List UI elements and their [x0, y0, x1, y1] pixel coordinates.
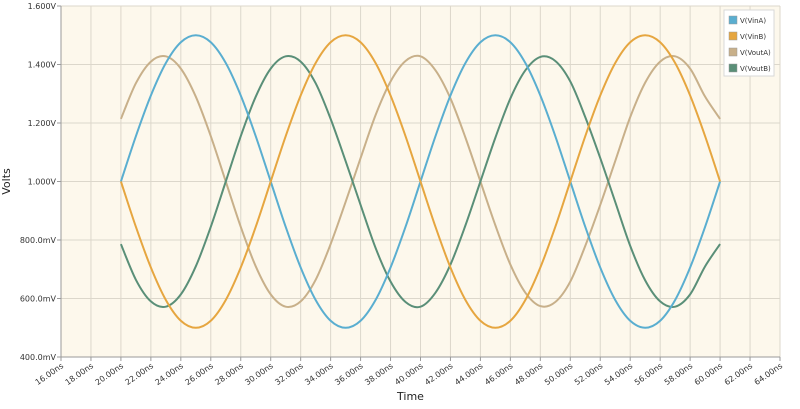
- series-line-v-vouta: [119, 54, 721, 308]
- x-tick-label: 24.00ns: [153, 361, 184, 387]
- series-line-v-voutb: [119, 55, 721, 309]
- x-tick-label: 56.00ns: [633, 361, 664, 387]
- x-tick-label: 54.00ns: [603, 361, 634, 387]
- x-tick-label: 40.00ns: [393, 361, 424, 387]
- y-tick-label: 1.400V: [28, 61, 57, 70]
- y-tick-label: 800.0mV: [20, 236, 57, 245]
- x-tick-label: 26.00ns: [183, 361, 214, 387]
- x-tick-label: 30.00ns: [243, 361, 274, 387]
- legend-swatch-v-vinb[interactable]: [728, 31, 738, 41]
- y-tick-label: 1.000V: [28, 178, 57, 187]
- y-tick-label: 400.0mV: [20, 353, 57, 362]
- legend-swatch-v-voutb[interactable]: [728, 63, 738, 73]
- x-tick-label: 28.00ns: [213, 361, 244, 387]
- x-tick-label: 64.00ns: [753, 361, 784, 387]
- x-tick-label: 52.00ns: [573, 361, 604, 387]
- x-tick-label: 20.00ns: [94, 361, 125, 387]
- x-tick-label: 16.00ns: [34, 361, 65, 387]
- x-tick-label: 34.00ns: [303, 361, 334, 387]
- x-tick-label: 50.00ns: [543, 361, 574, 387]
- legend-label-v-vouta: V(VoutA): [740, 49, 771, 57]
- x-tick-label: 22.00ns: [124, 361, 155, 387]
- x-tick-label: 42.00ns: [423, 361, 454, 387]
- legend-swatch-v-vouta[interactable]: [728, 47, 738, 57]
- legend-label-v-voutb: V(VoutB): [740, 65, 771, 73]
- y-axis-title: Volts: [0, 168, 13, 195]
- x-tick-label: 44.00ns: [453, 361, 484, 387]
- x-tick-label: 38.00ns: [363, 361, 394, 387]
- series-line-v-vinb: [119, 34, 722, 329]
- legend-label-v-vinb: V(VinB): [740, 33, 766, 41]
- y-tick-label: 1.200V: [28, 119, 57, 128]
- y-tick-label: 1.600V: [28, 2, 57, 11]
- x-tick-label: 62.00ns: [723, 361, 754, 387]
- legend-swatch-v-vina[interactable]: [728, 15, 738, 25]
- x-tick-label: 46.00ns: [483, 361, 514, 387]
- x-tick-label: 36.00ns: [333, 361, 364, 387]
- x-tick-label: 32.00ns: [273, 361, 304, 387]
- x-tick-label: 58.00ns: [663, 361, 694, 387]
- x-tick-label: 60.00ns: [693, 361, 724, 387]
- x-tick-label: 48.00ns: [513, 361, 544, 387]
- legend-label-v-vina: V(VinA): [740, 17, 766, 25]
- x-tick-label: 18.00ns: [64, 361, 95, 387]
- y-tick-label: 600.0mV: [20, 295, 57, 304]
- x-axis-title: Time: [396, 390, 424, 403]
